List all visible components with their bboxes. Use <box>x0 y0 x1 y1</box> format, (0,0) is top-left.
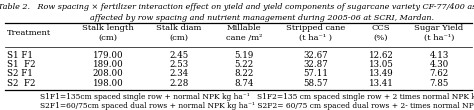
Text: 4.13: 4.13 <box>429 50 449 60</box>
Text: 32.67: 32.67 <box>304 50 328 60</box>
Text: 5.19: 5.19 <box>234 50 254 60</box>
Text: 5.22: 5.22 <box>234 60 254 69</box>
Text: Stalk length: Stalk length <box>82 24 134 32</box>
Text: 13.41: 13.41 <box>369 79 393 88</box>
Text: (t ha⁻¹ ): (t ha⁻¹ ) <box>300 34 332 42</box>
Text: (cm): (cm) <box>99 34 118 42</box>
Text: S2F1=60/75cm spaced dual rows + normal NPK kg ha⁻¹ S2F2= 60/75 cm spaced dual ro: S2F1=60/75cm spaced dual rows + normal N… <box>40 102 474 110</box>
Text: Table 2.   Row spacing × fertilizer interaction effect on yield and yield compon: Table 2. Row spacing × fertilizer intera… <box>0 3 474 11</box>
Text: 2.28: 2.28 <box>169 79 189 88</box>
Text: CCS: CCS <box>372 24 391 32</box>
Text: 2.45: 2.45 <box>169 50 188 60</box>
Text: 2.53: 2.53 <box>169 60 188 69</box>
Text: Treatment: Treatment <box>7 29 51 37</box>
Text: Sugar Yield: Sugar Yield <box>414 24 464 32</box>
Text: 8.22: 8.22 <box>234 69 254 78</box>
Text: 198.00: 198.00 <box>92 79 123 88</box>
Text: (cm): (cm) <box>169 34 188 42</box>
Text: S1 F1: S1 F1 <box>7 50 33 60</box>
Text: (%): (%) <box>374 34 388 42</box>
Text: S2 F1: S2 F1 <box>7 69 33 78</box>
Text: Millable: Millable <box>227 24 261 32</box>
Text: 7.62: 7.62 <box>429 69 449 78</box>
Text: affected by row spacing and nutrient management during 2005-06 at SCRI, Mardan.: affected by row spacing and nutrient man… <box>40 14 434 22</box>
Text: 208.00: 208.00 <box>92 69 123 78</box>
Text: cane /m²: cane /m² <box>226 34 262 42</box>
Text: 32.87: 32.87 <box>304 60 328 69</box>
Text: 58.57: 58.57 <box>303 79 328 88</box>
Text: S1F1=135cm spaced single row + normal NPK kg ha⁻¹   S1F2=135 cm spaced single ro: S1F1=135cm spaced single row + normal NP… <box>40 93 474 101</box>
Text: 4.30: 4.30 <box>429 60 449 69</box>
Text: 2.34: 2.34 <box>169 69 188 78</box>
Text: (t ha⁻¹): (t ha⁻¹) <box>424 34 454 42</box>
Text: 7.85: 7.85 <box>429 79 449 88</box>
Text: 8.74: 8.74 <box>234 79 254 88</box>
Text: 13.05: 13.05 <box>369 60 393 69</box>
Text: Stalk diam: Stalk diam <box>156 24 201 32</box>
Text: 179.00: 179.00 <box>93 50 123 60</box>
Text: Stripped cane: Stripped cane <box>286 24 346 32</box>
Text: 12.62: 12.62 <box>369 50 393 60</box>
Text: S1  F2: S1 F2 <box>7 60 36 69</box>
Text: S2  F2: S2 F2 <box>7 79 36 88</box>
Text: 13.49: 13.49 <box>369 69 393 78</box>
Text: 57.11: 57.11 <box>303 69 328 78</box>
Text: 189.00: 189.00 <box>92 60 123 69</box>
